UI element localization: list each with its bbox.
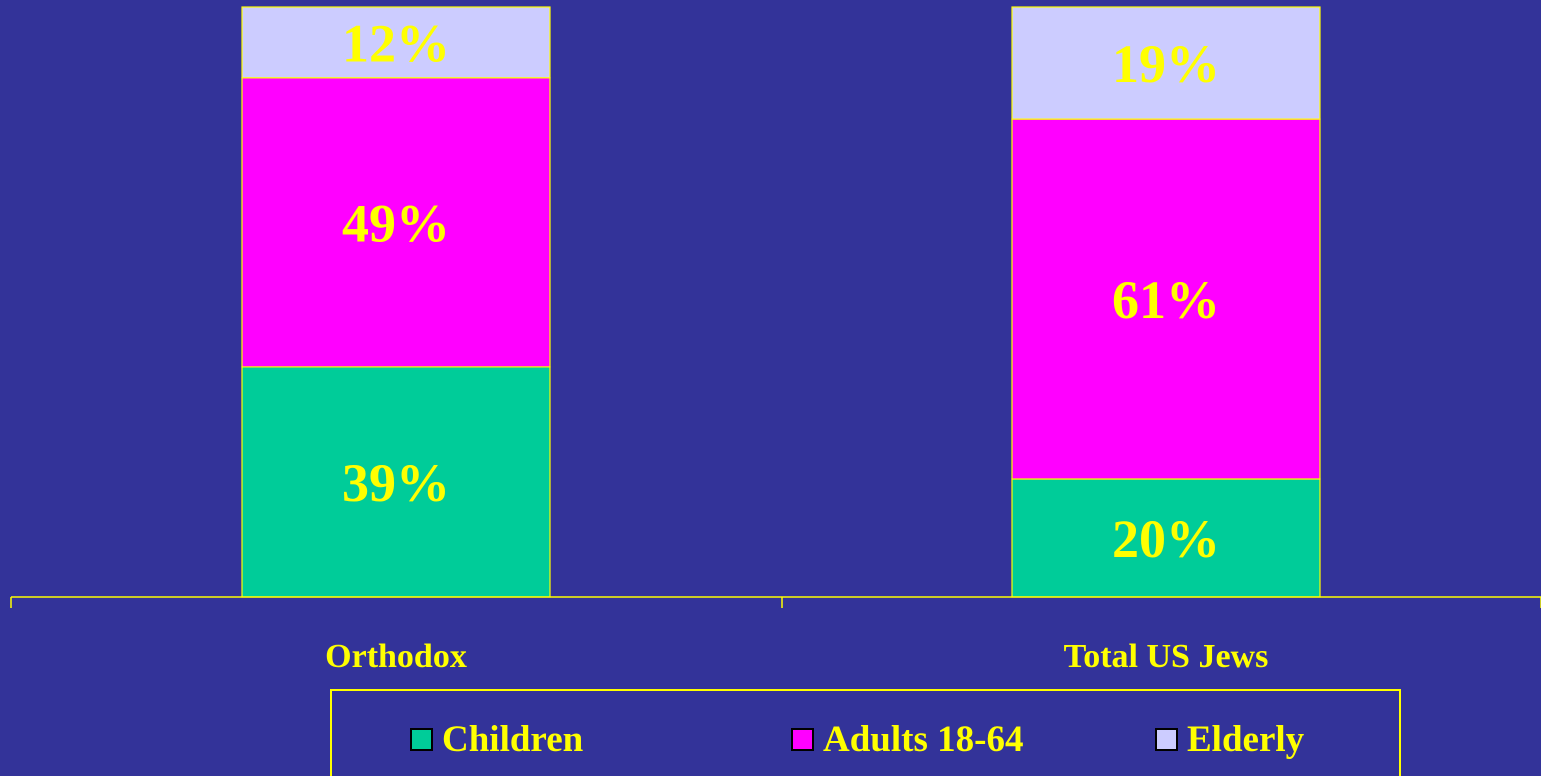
category-label-2: Total US Jews <box>1064 638 1269 675</box>
legend-swatch-adults <box>791 727 814 751</box>
data-label-children-2: 20% <box>1112 509 1220 569</box>
legend-item-children: Children <box>410 718 584 760</box>
legend-swatch-elderly <box>1155 727 1178 751</box>
data-label-children-1: 39% <box>342 453 450 513</box>
bar-segment-children-2 <box>1011 478 1321 598</box>
data-label-adults-18-64-1: 49% <box>342 193 450 253</box>
legend-swatch-children <box>410 727 433 751</box>
bar-segment-children-1 <box>241 366 551 598</box>
data-label-elderly-1: 12% <box>342 13 450 73</box>
bar-segment-elderly-1 <box>241 6 551 79</box>
bar-segment-adults-18-64-2 <box>1011 118 1321 480</box>
legend-item-adults: Adults 18-64 <box>791 718 1024 760</box>
bar-segment-adults-18-64-1 <box>241 77 551 368</box>
legend-label-adults: Adults 18-64 <box>823 718 1024 760</box>
category-label-1: Orthodox <box>325 638 467 675</box>
bar-segment-elderly-2 <box>1011 6 1321 120</box>
legend: Children Adults 18-64 Elderly <box>330 689 1401 776</box>
data-label-adults-18-64-2: 61% <box>1112 270 1220 330</box>
legend-item-elderly: Elderly <box>1155 718 1305 760</box>
data-label-elderly-2: 19% <box>1112 34 1220 94</box>
legend-label-children: Children <box>442 718 584 760</box>
legend-label-elderly: Elderly <box>1187 718 1305 760</box>
